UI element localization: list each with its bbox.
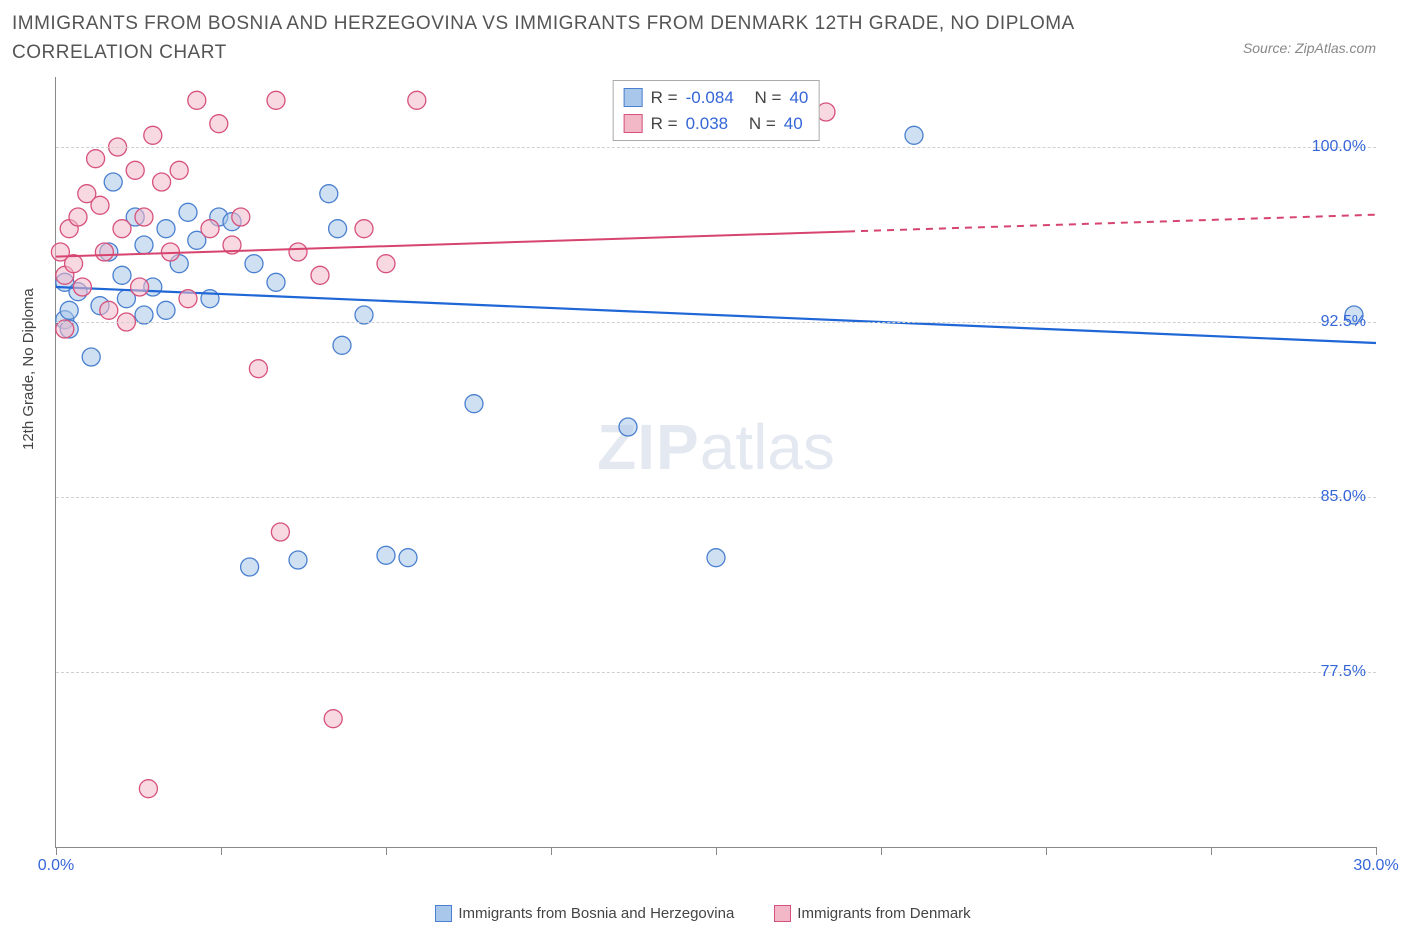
scatter-point xyxy=(707,549,725,567)
legend-label: Immigrants from Bosnia and Herzegovina xyxy=(458,905,734,922)
scatter-point xyxy=(113,266,131,284)
scatter-point xyxy=(399,549,417,567)
corr-r-label: R = xyxy=(651,111,678,137)
scatter-point xyxy=(333,336,351,354)
legend-label: Immigrants from Denmark xyxy=(797,905,970,922)
legend-item: Immigrants from Bosnia and Herzegovina xyxy=(435,905,734,922)
scatter-point xyxy=(179,203,197,221)
scatter-point xyxy=(126,161,144,179)
grid-line xyxy=(56,497,1376,498)
y-axis-title: 12th Grade, No Diploma xyxy=(20,288,37,450)
scatter-point xyxy=(201,220,219,238)
scatter-point xyxy=(324,710,342,728)
scatter-point xyxy=(619,418,637,436)
scatter-point xyxy=(87,150,105,168)
scatter-point xyxy=(271,523,289,541)
header-row: IMMIGRANTS FROM BOSNIA AND HERZEGOVINA V… xyxy=(0,0,1406,67)
scatter-point xyxy=(131,278,149,296)
x-tick xyxy=(881,847,882,855)
x-tick xyxy=(551,847,552,855)
x-tick xyxy=(56,847,57,855)
scatter-point xyxy=(210,115,228,133)
trend-line-dashed xyxy=(848,215,1376,232)
scatter-point xyxy=(82,348,100,366)
scatter-point xyxy=(377,546,395,564)
scatter-point xyxy=(135,208,153,226)
scatter-point xyxy=(289,243,307,261)
scatter-point xyxy=(267,91,285,109)
correlation-row: R = -0.084 N = 40 xyxy=(624,85,809,111)
legend-swatch-icon xyxy=(774,905,791,922)
x-tick xyxy=(1046,847,1047,855)
scatter-point xyxy=(144,126,162,144)
corr-n-label: N = xyxy=(749,111,776,137)
corr-n-value: 40 xyxy=(789,85,808,111)
chart-title: IMMIGRANTS FROM BOSNIA AND HERZEGOVINA V… xyxy=(12,10,1112,67)
corr-r-label: R = xyxy=(651,85,678,111)
corr-swatch-icon xyxy=(624,114,643,133)
x-tick xyxy=(1376,847,1377,855)
scatter-point xyxy=(69,208,87,226)
y-tick-label: 100.0% xyxy=(1312,138,1366,156)
corr-n-value: 40 xyxy=(784,111,803,137)
grid-line xyxy=(56,322,1376,323)
scatter-point xyxy=(465,395,483,413)
scatter-svg xyxy=(56,77,1376,847)
scatter-point xyxy=(377,255,395,273)
legend-swatch-icon xyxy=(435,905,452,922)
x-tick xyxy=(386,847,387,855)
corr-r-value: -0.084 xyxy=(686,85,734,111)
scatter-point xyxy=(170,161,188,179)
scatter-point xyxy=(289,551,307,569)
grid-line xyxy=(56,672,1376,673)
x-tick-label: 30.0% xyxy=(1353,857,1398,875)
scatter-point xyxy=(905,126,923,144)
scatter-point xyxy=(311,266,329,284)
scatter-point xyxy=(65,255,83,273)
scatter-point xyxy=(157,301,175,319)
scatter-point xyxy=(320,185,338,203)
correlation-box: R = -0.084 N = 40 R = 0.038 N = 40 xyxy=(613,80,820,141)
scatter-point xyxy=(73,278,91,296)
x-tick xyxy=(221,847,222,855)
trend-line xyxy=(56,287,1376,343)
scatter-point xyxy=(267,273,285,291)
scatter-point xyxy=(104,173,122,191)
scatter-point xyxy=(817,103,835,121)
source-label: Source: ZipAtlas.com xyxy=(1243,40,1376,56)
x-tick xyxy=(716,847,717,855)
y-tick-label: 92.5% xyxy=(1321,313,1366,331)
scatter-point xyxy=(60,301,78,319)
scatter-point xyxy=(245,255,263,273)
y-tick-label: 85.0% xyxy=(1321,488,1366,506)
y-tick-label: 77.5% xyxy=(1321,663,1366,681)
x-tick-label: 0.0% xyxy=(38,857,74,875)
scatter-point xyxy=(113,220,131,238)
scatter-point xyxy=(355,220,373,238)
scatter-point xyxy=(139,780,157,798)
x-tick xyxy=(1211,847,1212,855)
scatter-point xyxy=(232,208,250,226)
scatter-point xyxy=(408,91,426,109)
scatter-point xyxy=(95,243,113,261)
scatter-point xyxy=(153,173,171,191)
scatter-point xyxy=(91,196,109,214)
corr-swatch-icon xyxy=(624,88,643,107)
scatter-point xyxy=(157,220,175,238)
plot-area: ZIPatlas R = -0.084 N = 40 R = 0.038 N =… xyxy=(55,77,1376,848)
scatter-point xyxy=(249,360,267,378)
scatter-point xyxy=(179,290,197,308)
scatter-point xyxy=(188,91,206,109)
correlation-row: R = 0.038 N = 40 xyxy=(624,111,809,137)
scatter-point xyxy=(241,558,259,576)
grid-line xyxy=(56,147,1376,148)
legend-item: Immigrants from Denmark xyxy=(774,905,970,922)
legend-bottom: Immigrants from Bosnia and Herzegovina I… xyxy=(0,905,1406,922)
corr-r-value: 0.038 xyxy=(686,111,729,137)
scatter-point xyxy=(329,220,347,238)
scatter-point xyxy=(100,301,118,319)
scatter-point xyxy=(135,236,153,254)
corr-n-label: N = xyxy=(755,85,782,111)
